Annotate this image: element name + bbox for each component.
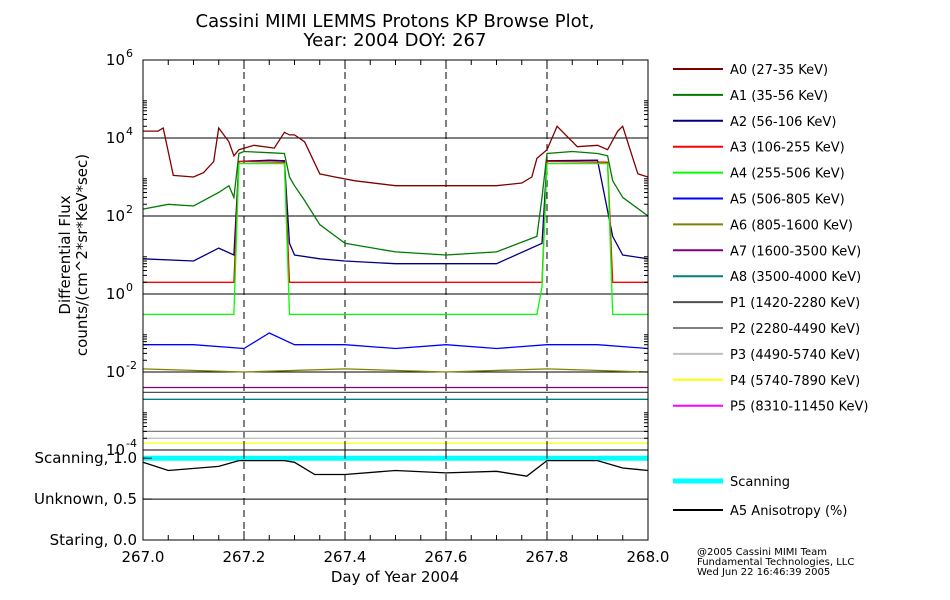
mode-y-tick-label-0: Scanning, 1.0	[34, 449, 137, 467]
credit-line-2: Fundamental Technologies, LLC	[697, 557, 854, 568]
flux-panel-grid	[143, 59, 648, 451]
legend-label-2: A2 (56-106 KeV)	[730, 115, 836, 130]
flux-series-line-0	[143, 125, 649, 187]
flux-panel-frame	[142, 59, 649, 451]
credit-line-3: Wed Jun 22 16:46:39 2005	[697, 567, 830, 578]
mode-panel-frame	[142, 449, 649, 541]
mode-legend-label-0: Scanning	[730, 475, 790, 490]
x-tick-label-5: 268.0	[627, 548, 670, 566]
flux-y-tick-exponent-3: 2	[126, 203, 133, 216]
flux-series-line-1	[142, 150, 649, 256]
mode-panel: Scanning, 1.0 Unknown, 0.5 Staring, 0.0	[34, 449, 649, 549]
mode-panel-grid	[143, 450, 648, 541]
mode-legend: Scanning A5 Anisotropy (%)	[673, 475, 847, 519]
x-tick-label-4: 267.8	[526, 548, 569, 566]
x-axis-label: Day of Year 2004	[331, 568, 459, 586]
legend-label-6: A6 (805-1600 KeV)	[730, 218, 853, 233]
legend-label-8: A8 (3500-4000 KeV)	[730, 270, 861, 285]
flux-series-line-2	[142, 159, 649, 265]
chart-title: Cassini MIMI LEMMS Protons KP Browse Plo…	[196, 11, 595, 51]
y-axis-label-line-2: counts/(cm^2*sr*KeV*sec)	[73, 154, 91, 356]
flux-y-tick-label-0: 10	[106, 441, 125, 459]
mode-y-tick-label-1: Unknown, 0.5	[34, 490, 137, 508]
x-tick-label-0: 267.0	[122, 548, 165, 566]
legend-label-0: A0 (27-35 KeV)	[730, 63, 828, 78]
legend-label-7: A7 (1600-3500 KeV)	[730, 244, 861, 259]
mode-y-ticks: Scanning, 1.0 Unknown, 0.5 Staring, 0.0	[34, 449, 152, 549]
x-axis-ticks: 267.0 267.2 267.4 267.6 267.8 268.0	[122, 60, 670, 566]
credit-line-1: @2005 Cassini MIMI Team	[697, 547, 827, 558]
flux-y-tick-exponent-2: 0	[126, 281, 133, 294]
flux-y-tick-exponent-1: -2	[126, 359, 137, 372]
x-tick-label-3: 267.6	[425, 548, 468, 566]
flux-y-tick-label-4: 10	[106, 129, 125, 147]
mode-legend-label-1: A5 Anisotropy (%)	[730, 504, 847, 519]
flux-y-tick-exponent-0: -4	[126, 437, 137, 450]
flux-series-line-6	[142, 368, 649, 373]
flux-y-tick-label-1: 10	[106, 363, 125, 381]
flux-series-line-4	[143, 162, 648, 316]
legend-label-12: P4 (5740-7890 KeV)	[730, 374, 860, 389]
legend-label-5: A5 (506-805 KeV)	[730, 193, 845, 208]
legend-label-1: A1 (35-56 KeV)	[730, 89, 828, 104]
flux-y-tick-label-5: 10	[106, 51, 125, 69]
legend-label-11: P3 (4490-5740 KeV)	[730, 348, 860, 363]
x-tick-label-2: 267.4	[324, 548, 367, 566]
mode-y-tick-label-2: Staring, 0.0	[50, 531, 137, 549]
credit-block: @2005 Cassini MIMI Team Fundamental Tech…	[697, 547, 854, 578]
mode-series-group	[142, 455, 649, 477]
flux-y-tick-exponent-5: 6	[126, 47, 133, 60]
mode-series-line-1	[142, 459, 649, 477]
y-axis-label: Differential Flux counts/(cm^2*sr*KeV*se…	[56, 154, 91, 356]
flux-series-line-5	[143, 332, 649, 350]
chart-title-line-1: Cassini MIMI LEMMS Protons KP Browse Plo…	[196, 11, 595, 32]
flux-y-tick-label-2: 10	[106, 285, 125, 303]
flux-y-tick-exponent-4: 4	[126, 125, 133, 138]
flux-series-group	[142, 125, 649, 444]
y-axis-label-line-1: Differential Flux	[56, 195, 74, 314]
legend-label-10: P2 (2280-4490 KeV)	[730, 322, 860, 337]
legend-label-3: A3 (106-255 KeV)	[730, 141, 845, 156]
flux-y-tick-label-3: 10	[106, 207, 125, 225]
legend-label-4: A4 (255-506 KeV)	[730, 167, 845, 182]
legend: A0 (27-35 KeV) A1 (35-56 KeV) A2 (56-106 K…	[673, 63, 868, 415]
legend-label-13: P5 (8310-11450 KeV)	[730, 400, 868, 415]
x-tick-label-1: 267.2	[223, 548, 266, 566]
legend-label-9: P1 (1420-2280 KeV)	[730, 296, 860, 311]
chart-title-line-2: Year: 2004 DOY: 267	[303, 30, 487, 51]
